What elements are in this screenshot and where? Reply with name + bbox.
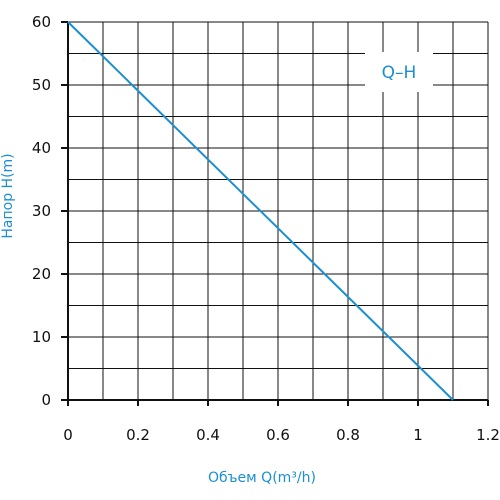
x-tick-label: 0	[63, 426, 73, 444]
axes	[61, 21, 489, 406]
y-tick-label: 30	[32, 202, 51, 220]
series	[67, 21, 454, 401]
x-tick-label: 0.4	[196, 426, 220, 444]
x-tick-label: 0.2	[126, 426, 150, 444]
y-tick-label: 50	[32, 76, 51, 94]
x-tick-label: 0.6	[266, 426, 290, 444]
legend-badge-background	[365, 52, 433, 92]
x-tick-label: 0.8	[336, 426, 360, 444]
x-tick-label: 1.2	[476, 426, 500, 444]
tick-labels: 0 0.2 0.4 0.6 0.8 1 1.2 0 10 20 30 40 50 60	[32, 13, 500, 444]
y-axis-title: Напор H(m)	[0, 153, 16, 238]
y-tick-label: 60	[32, 13, 51, 31]
y-tick-label: 0	[41, 391, 51, 409]
y-tick-label: 20	[32, 265, 51, 283]
x-axis-title: Объем Q(m³/h)	[208, 470, 316, 486]
legend-badge-label: Q–H	[382, 63, 417, 83]
x-tick-label: 1	[413, 426, 423, 444]
series-line-qh	[67, 21, 454, 401]
y-tick-label: 10	[32, 328, 51, 346]
y-tick-label: 40	[32, 139, 51, 157]
